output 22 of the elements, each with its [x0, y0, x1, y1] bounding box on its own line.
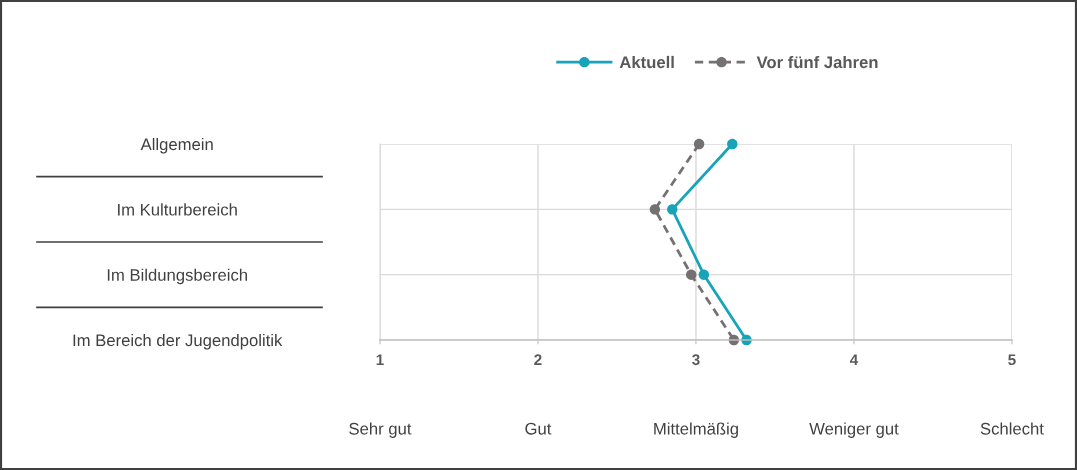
point — [698, 269, 710, 280]
text: Sehr gut — [349, 422, 412, 438]
x-tick-label: 5 — [1008, 354, 1016, 366]
point — [649, 204, 661, 215]
y-tick-label: Im Bereich der Jugendpolitik — [73, 333, 283, 350]
legend-label: Aktuell — [619, 55, 674, 69]
point — [727, 138, 738, 150]
y-tick-label: Im Kulturbereich — [118, 203, 237, 216]
x-tick-label: 1 — [376, 354, 384, 365]
point — [667, 204, 678, 215]
text: Mittelmäßig — [654, 422, 738, 438]
text: Weniger gut — [809, 422, 899, 438]
point — [686, 269, 697, 280]
x-tick-label: 2 — [534, 354, 542, 365]
y-tick-label: Im Bildungsbereich — [107, 268, 247, 285]
text: Gut — [525, 422, 552, 435]
x-tick-label: 3 — [692, 354, 700, 366]
legend-label: Vor fünf Jahren — [756, 55, 878, 69]
x-tick-label: 4 — [849, 354, 859, 365]
y-tick-label: Allgemein — [140, 137, 213, 154]
text: Schlecht — [980, 422, 1044, 435]
point — [693, 138, 705, 150]
